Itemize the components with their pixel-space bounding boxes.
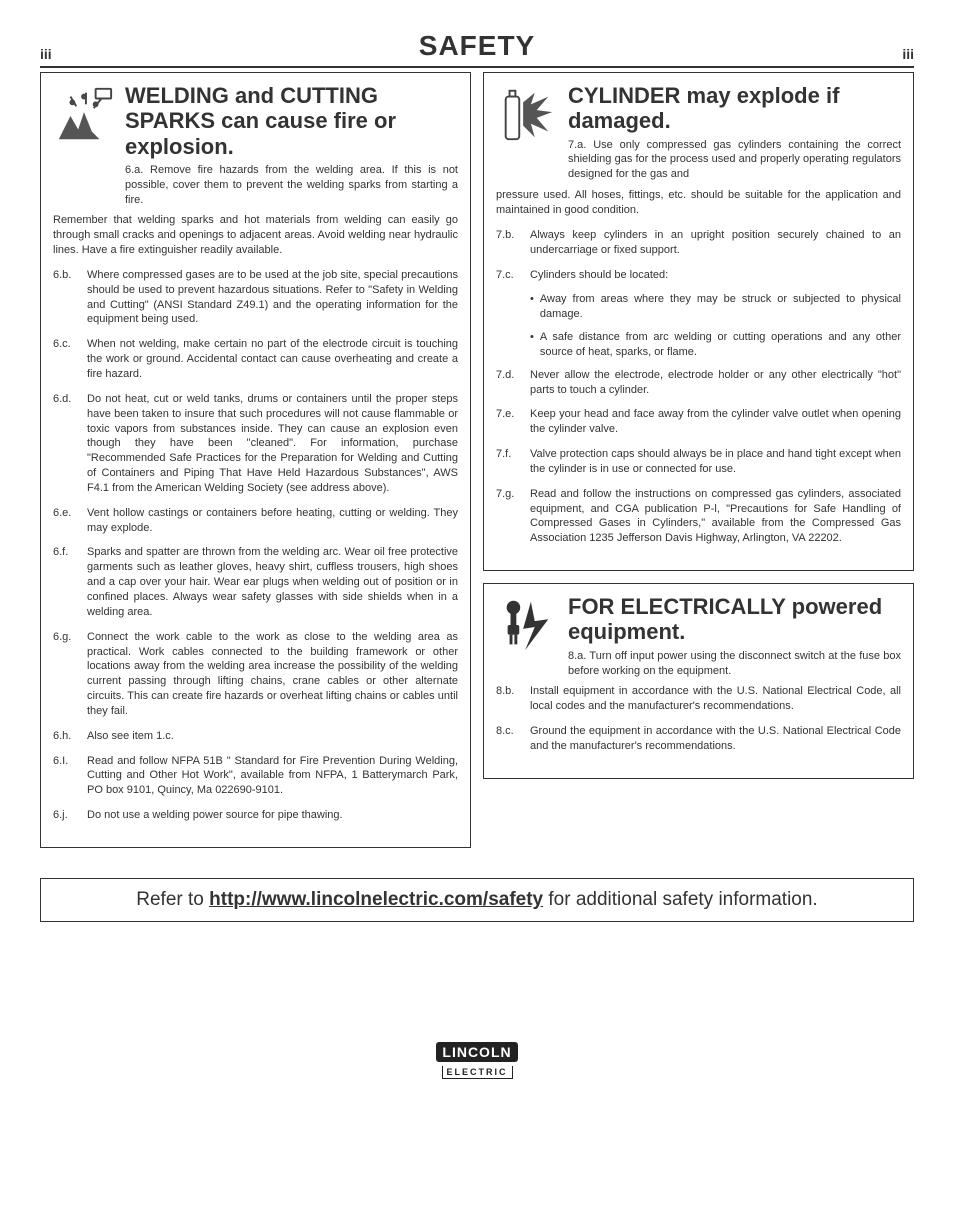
item-8c: 8.c.Ground the equipment in accordance w…: [496, 724, 901, 754]
item-6a: 6.a. Remove fire hazards from the weldin…: [125, 163, 458, 208]
page-number-left: iii: [40, 46, 52, 62]
electrical-box: FOR ELECTRICALLY powered equipment. 8.a.…: [483, 583, 914, 779]
item-7e: 7.e.Keep your head and face away from th…: [496, 407, 901, 437]
item-7b: 7.b.Always keep cylinders in an upright …: [496, 228, 901, 258]
item-8b: 8.b.Install equipment in accordance with…: [496, 684, 901, 714]
logo-top: LINCOLN: [436, 1042, 517, 1062]
item-7a: 7.a. Use only compressed gas cylinders c…: [568, 138, 901, 183]
item-7f: 7.f.Valve protection caps should always …: [496, 447, 901, 477]
item-7c: 7.c.Cylinders should be located:: [496, 268, 901, 283]
safety-link[interactable]: http://www.lincolnelectric.com/safety: [209, 889, 543, 910]
footer-refer-box: Refer to http://www.lincolnelectric.com/…: [40, 878, 914, 922]
welding-title: WELDING and CUTTING SPARKS can cause fir…: [125, 83, 458, 159]
item-6i: 6.I.Read and follow NFPA 51B " Standard …: [53, 754, 458, 799]
item-7a-continuation: pressure used. All hoses, fittings, etc.…: [496, 188, 901, 218]
item-6f: 6.f.Sparks and spatter are thrown from t…: [53, 545, 458, 619]
footer-pre: Refer to: [136, 889, 209, 910]
logo-area: LINCOLN ELECTRIC: [40, 1042, 914, 1080]
footer-post: for additional safety information.: [543, 889, 818, 910]
item-6e: 6.e.Vent hollow castings or containers b…: [53, 506, 458, 536]
page-number-right: iii: [902, 46, 914, 62]
right-column: CYLINDER may explode if damaged. 7.a. Us…: [483, 72, 914, 848]
logo-bottom: ELECTRIC: [442, 1066, 513, 1079]
cylinder-explode-icon: [496, 83, 558, 145]
cylinder-box: CYLINDER may explode if damaged. 7.a. Us…: [483, 72, 914, 571]
sub-bullet: •Away from areas where they may be struc…: [530, 292, 901, 322]
page-title: SAFETY: [419, 30, 535, 62]
electrical-title: FOR ELECTRICALLY powered equipment.: [568, 594, 901, 645]
item-6c: 6.c.When not welding, make certain no pa…: [53, 337, 458, 382]
welding-sparks-box: WELDING and CUTTING SPARKS can cause fir…: [40, 72, 471, 848]
cylinder-box-header: CYLINDER may explode if damaged. 7.a. Us…: [496, 83, 901, 182]
content-columns: WELDING and CUTTING SPARKS can cause fir…: [40, 72, 914, 848]
sub-bullet: •A safe distance from arc welding or cut…: [530, 330, 901, 360]
item-7d: 7.d.Never allow the electrode, electrode…: [496, 368, 901, 398]
item-6a-continuation: Remember that welding sparks and hot mat…: [53, 213, 458, 258]
item-6j: 6.j.Do not use a welding power source fo…: [53, 808, 458, 823]
electrical-box-header: FOR ELECTRICALLY powered equipment. 8.a.…: [496, 594, 901, 678]
left-column: WELDING and CUTTING SPARKS can cause fir…: [40, 72, 471, 848]
item-8a: 8.a. Turn off input power using the disc…: [568, 649, 901, 679]
lincoln-electric-logo: LINCOLN ELECTRIC: [436, 1042, 517, 1080]
welding-box-header: WELDING and CUTTING SPARKS can cause fir…: [53, 83, 458, 207]
sparks-icon: [53, 83, 115, 145]
cylinder-title: CYLINDER may explode if damaged.: [568, 83, 901, 134]
item-7g: 7.g.Read and follow the instructions on …: [496, 487, 901, 546]
item-6d: 6.d.Do not heat, cut or weld tanks, drum…: [53, 392, 458, 496]
plug-lightning-icon: [496, 594, 558, 656]
item-6b: 6.b.Where compressed gases are to be use…: [53, 268, 458, 327]
item-6g: 6.g.Connect the work cable to the work a…: [53, 630, 458, 719]
page-header: iii SAFETY iii: [40, 30, 914, 68]
item-6h: 6.h.Also see item 1.c.: [53, 729, 458, 744]
